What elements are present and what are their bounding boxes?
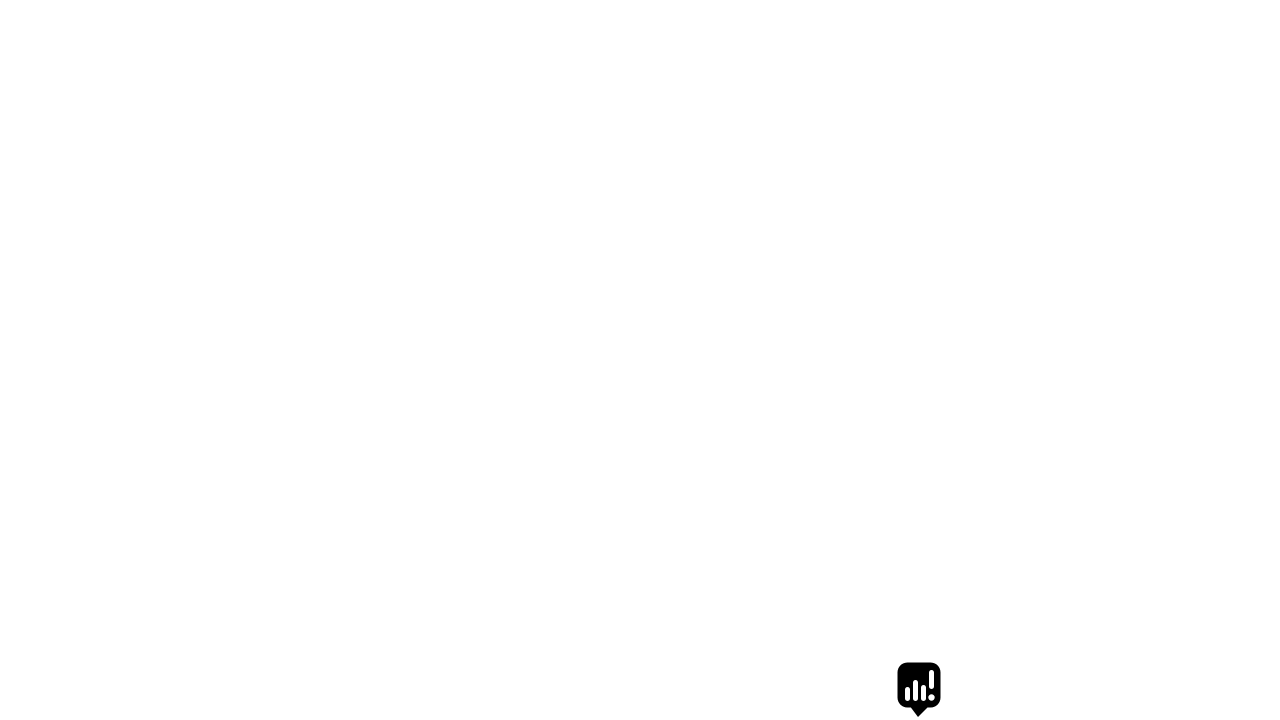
legend-item-totalt — [267, 403, 359, 449]
chart-legend — [257, 401, 373, 497]
legend-swatch-totalt — [267, 422, 337, 431]
newsworthy-pin-barchart-icon — [897, 662, 941, 717]
newsworthy-logo — [897, 662, 951, 717]
legend-item-lasta-listor — [267, 449, 359, 495]
legend-swatch-lasta-listor — [267, 468, 337, 477]
